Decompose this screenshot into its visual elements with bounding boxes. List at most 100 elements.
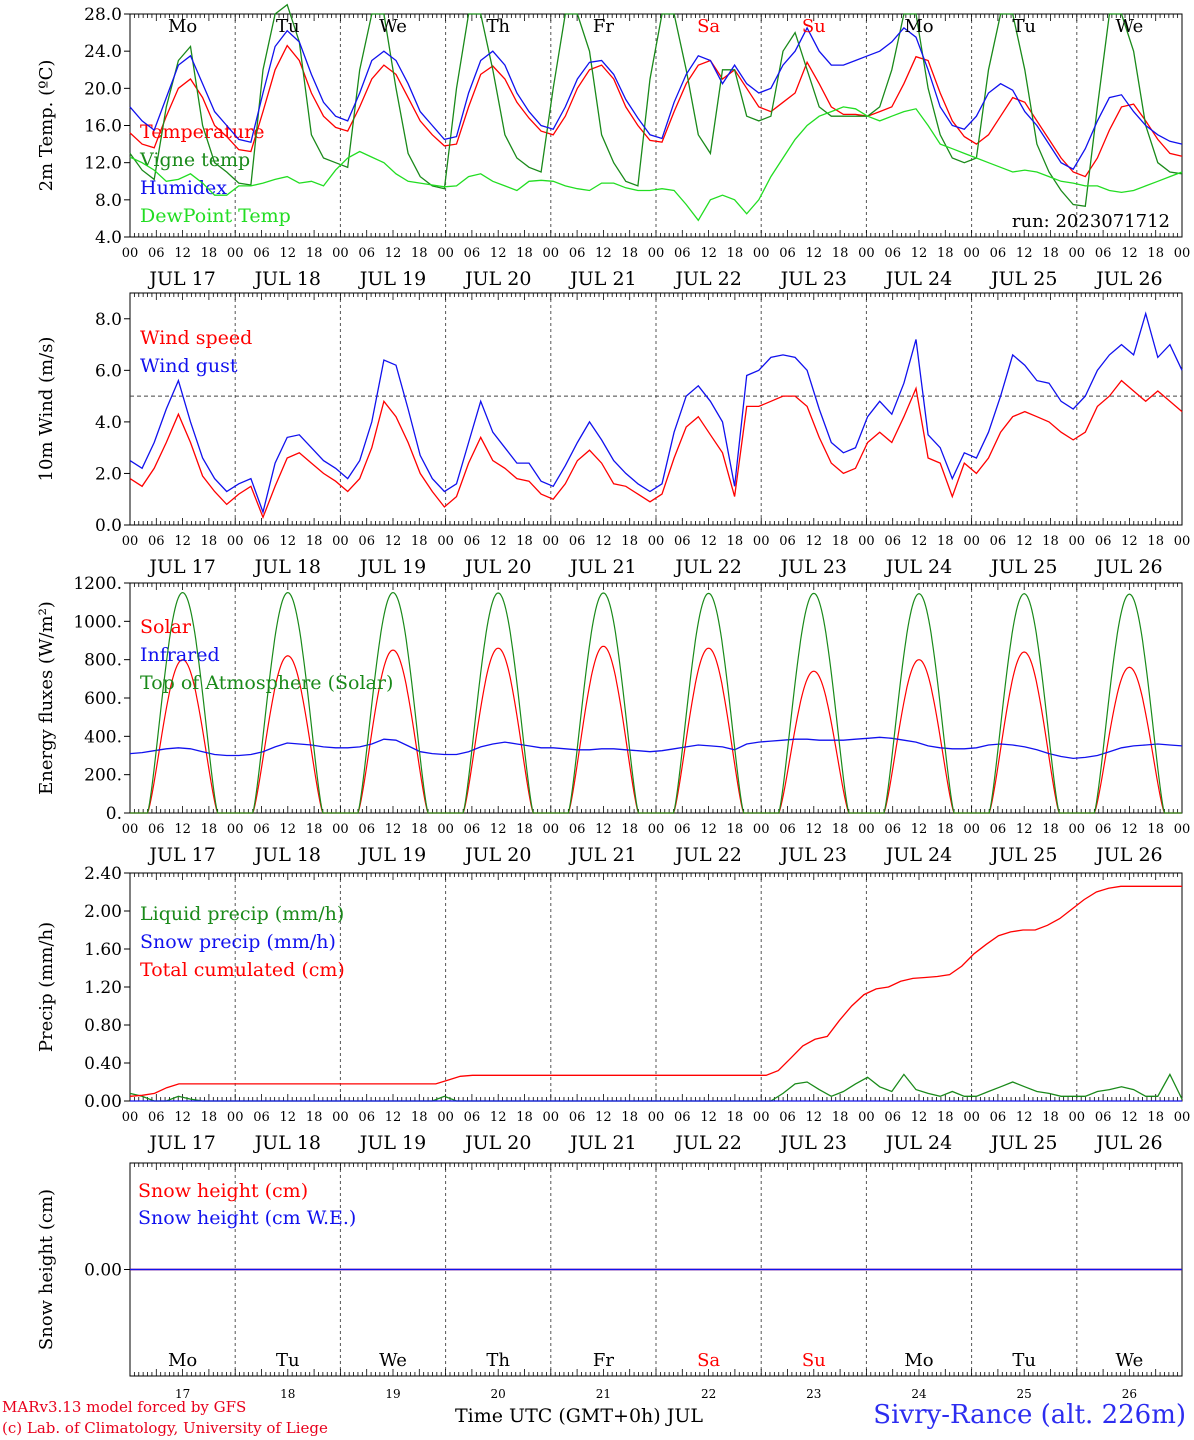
hour-label: 06 bbox=[569, 1110, 586, 1125]
day-number-label: 17 bbox=[175, 1387, 190, 1401]
hour-label: 00 bbox=[963, 1110, 980, 1125]
day-of-week-label: Mo bbox=[168, 1350, 197, 1371]
hour-label: 06 bbox=[884, 1110, 901, 1125]
y-tick-label: 800. bbox=[84, 651, 122, 671]
hour-label: 06 bbox=[358, 1110, 375, 1125]
hour-label: 18 bbox=[201, 246, 218, 261]
hour-label: 06 bbox=[779, 822, 796, 837]
hour-label: 06 bbox=[674, 1110, 691, 1125]
y-tick-label: 24.0 bbox=[84, 42, 122, 62]
hour-label: 00 bbox=[437, 822, 454, 837]
hour-label: 18 bbox=[937, 822, 954, 837]
y-tick-label: 8.0 bbox=[95, 191, 122, 211]
date-label: JUL 19 bbox=[358, 1132, 426, 1154]
date-label: JUL 23 bbox=[779, 844, 847, 866]
hour-label: 00 bbox=[1174, 1110, 1191, 1125]
footer-model-credit: MARv3.13 model forced by GFS bbox=[2, 1398, 247, 1416]
hour-label: 12 bbox=[911, 246, 928, 261]
hour-label: 06 bbox=[674, 822, 691, 837]
hour-label: 18 bbox=[937, 534, 954, 549]
date-label: JUL 23 bbox=[779, 556, 847, 578]
date-label: JUL 17 bbox=[147, 556, 215, 578]
date-label: JUL 24 bbox=[884, 268, 952, 290]
date-label: JUL 26 bbox=[1094, 268, 1162, 290]
hour-label: 00 bbox=[332, 534, 349, 549]
legend-entry: Wind gust bbox=[140, 355, 238, 377]
hour-label: 18 bbox=[201, 822, 218, 837]
hour-label: 12 bbox=[595, 822, 612, 837]
day-of-week-label: Mo bbox=[904, 16, 933, 37]
y-tick-label: 0.00 bbox=[84, 1261, 122, 1281]
day-of-week-label: Sa bbox=[697, 16, 720, 37]
date-label: JUL 23 bbox=[779, 1132, 847, 1154]
hour-label: 18 bbox=[411, 822, 428, 837]
date-label: JUL 18 bbox=[253, 268, 321, 290]
hour-label: 12 bbox=[1016, 822, 1033, 837]
y-tick-label: 1000. bbox=[73, 612, 122, 632]
y-tick-label: 4.0 bbox=[95, 413, 122, 433]
time-axis-label: Time UTC (GMT+0h) JUL bbox=[455, 1405, 703, 1427]
hour-label: 18 bbox=[516, 822, 533, 837]
hour-label: 18 bbox=[937, 1110, 954, 1125]
date-label: JUL 19 bbox=[358, 556, 426, 578]
y-tick-label: 8.0 bbox=[95, 310, 122, 330]
legend-entry: Total cumulated (cm) bbox=[140, 959, 345, 981]
hour-label: 18 bbox=[937, 246, 954, 261]
hour-label: 06 bbox=[884, 822, 901, 837]
hour-label: 12 bbox=[700, 822, 717, 837]
date-label: JUL 22 bbox=[673, 556, 741, 578]
hour-label: 00 bbox=[963, 534, 980, 549]
hour-label: 06 bbox=[674, 534, 691, 549]
hour-label: 12 bbox=[385, 822, 402, 837]
date-label: JUL 21 bbox=[568, 268, 636, 290]
hour-label: 00 bbox=[1069, 534, 1086, 549]
hour-label: 00 bbox=[753, 1110, 770, 1125]
hour-label: 18 bbox=[306, 822, 323, 837]
hour-label: 06 bbox=[1095, 1110, 1112, 1125]
hour-label: 06 bbox=[464, 534, 481, 549]
panel-temp: 4.0 8.0 12.0 16.0 20.0 24.0 28.0 2m Temp. (ºC) T… bbox=[36, 3, 1190, 290]
hour-label: 06 bbox=[464, 822, 481, 837]
y-tick-label: 28.0 bbox=[84, 5, 122, 25]
hour-label: 00 bbox=[122, 822, 139, 837]
panel-energy: 0. 200. 400. 600. 800. 1000. 1200. Energy fluxe… bbox=[36, 574, 1190, 866]
hour-label: 18 bbox=[516, 246, 533, 261]
hour-label: 18 bbox=[1042, 822, 1059, 837]
y-tick-label: 16.0 bbox=[84, 117, 122, 137]
hour-label: 18 bbox=[1147, 534, 1164, 549]
hour-label: 00 bbox=[648, 246, 665, 261]
hour-label: 12 bbox=[490, 822, 507, 837]
date-label: JUL 24 bbox=[884, 556, 952, 578]
hour-label: 12 bbox=[385, 246, 402, 261]
series-top-of-atmosphere-solar bbox=[130, 591, 1182, 814]
hour-label: 18 bbox=[306, 246, 323, 261]
day-number-label: 25 bbox=[1017, 1387, 1032, 1401]
day-of-week-label: Tu bbox=[276, 16, 300, 37]
hour-label: 12 bbox=[911, 822, 928, 837]
hour-label: 00 bbox=[543, 1110, 560, 1125]
hour-label: 06 bbox=[1095, 822, 1112, 837]
hour-label: 12 bbox=[1121, 822, 1138, 837]
series-vigne-temp bbox=[129, 3, 1183, 208]
date-label: JUL 21 bbox=[568, 844, 636, 866]
y-tick-label: 6.0 bbox=[95, 361, 122, 381]
date-label: JUL 19 bbox=[358, 268, 426, 290]
hour-label: 06 bbox=[358, 822, 375, 837]
hour-label: 06 bbox=[569, 246, 586, 261]
panel-wind: 0.0 2.0 4.0 6.0 8.0 10m Wind (m/s) Wind speed W… bbox=[36, 292, 1190, 578]
hour-label: 00 bbox=[122, 246, 139, 261]
hour-label: 00 bbox=[227, 534, 244, 549]
hour-label: 06 bbox=[148, 822, 165, 837]
hour-label: 12 bbox=[280, 822, 297, 837]
hour-label: 00 bbox=[858, 822, 875, 837]
hour-label: 00 bbox=[332, 1110, 349, 1125]
date-label: JUL 25 bbox=[989, 556, 1057, 578]
hour-label: 00 bbox=[858, 246, 875, 261]
hour-label: 06 bbox=[569, 534, 586, 549]
hour-label: 12 bbox=[385, 1110, 402, 1125]
legend-entry: Wind speed bbox=[140, 327, 252, 349]
hour-label: 00 bbox=[122, 534, 139, 549]
day-number-label: 23 bbox=[806, 1387, 821, 1401]
footer-lab-credit: (c) Lab. of Climatology, University of L… bbox=[2, 1419, 328, 1437]
